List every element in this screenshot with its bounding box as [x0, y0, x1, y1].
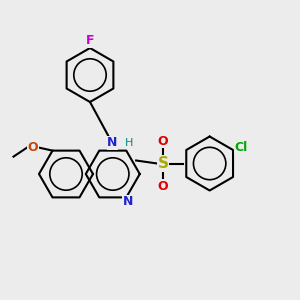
Text: Cl: Cl: [234, 140, 247, 154]
Text: O: O: [158, 179, 169, 193]
Text: H: H: [125, 137, 133, 148]
Text: N: N: [123, 195, 133, 208]
Text: O: O: [158, 134, 169, 148]
Text: S: S: [158, 156, 169, 171]
Text: F: F: [86, 34, 94, 47]
Text: N: N: [107, 136, 118, 149]
Text: O: O: [28, 141, 38, 154]
